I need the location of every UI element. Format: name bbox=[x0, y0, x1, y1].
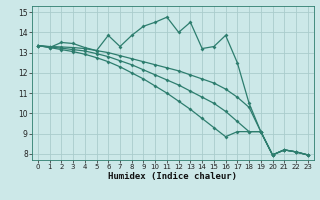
X-axis label: Humidex (Indice chaleur): Humidex (Indice chaleur) bbox=[108, 172, 237, 181]
